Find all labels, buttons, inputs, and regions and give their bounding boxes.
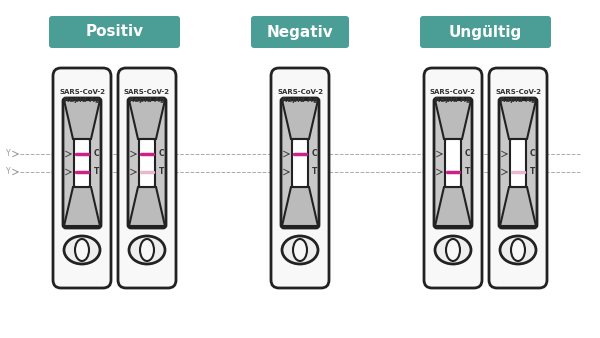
FancyBboxPatch shape [53, 68, 111, 288]
FancyBboxPatch shape [292, 139, 308, 187]
Text: Y: Y [5, 168, 10, 176]
Polygon shape [500, 187, 536, 226]
FancyBboxPatch shape [445, 139, 461, 187]
Text: C: C [94, 149, 100, 159]
FancyBboxPatch shape [271, 68, 329, 288]
Text: Y: Y [5, 149, 10, 159]
Text: Ungültig: Ungültig [449, 24, 522, 40]
Ellipse shape [446, 239, 460, 261]
Text: T: T [159, 168, 164, 176]
Text: SARS-CoV-2
Rapid Ag: SARS-CoV-2 Rapid Ag [495, 89, 541, 103]
Text: SARS-CoV-2
Rapid Ag: SARS-CoV-2 Rapid Ag [59, 89, 105, 103]
Ellipse shape [435, 236, 471, 264]
Ellipse shape [75, 239, 89, 261]
Text: Negativ: Negativ [266, 24, 334, 40]
FancyBboxPatch shape [499, 98, 537, 228]
Polygon shape [435, 187, 471, 226]
FancyBboxPatch shape [420, 16, 551, 48]
Ellipse shape [140, 239, 154, 261]
Text: T: T [465, 168, 470, 176]
Ellipse shape [282, 236, 318, 264]
FancyBboxPatch shape [281, 98, 319, 228]
Text: C: C [530, 149, 536, 159]
Ellipse shape [129, 236, 165, 264]
Text: T: T [312, 168, 317, 176]
Ellipse shape [64, 236, 100, 264]
FancyBboxPatch shape [49, 16, 180, 48]
FancyBboxPatch shape [434, 98, 472, 228]
FancyBboxPatch shape [489, 68, 547, 288]
FancyBboxPatch shape [118, 68, 176, 288]
Text: T: T [530, 168, 535, 176]
Ellipse shape [511, 239, 525, 261]
Text: Positiv: Positiv [85, 24, 143, 40]
Polygon shape [282, 100, 318, 139]
Text: C: C [312, 149, 317, 159]
Text: SARS-CoV-2
Rapid Ag: SARS-CoV-2 Rapid Ag [430, 89, 476, 103]
Text: C: C [159, 149, 164, 159]
FancyBboxPatch shape [424, 68, 482, 288]
FancyBboxPatch shape [510, 139, 526, 187]
Ellipse shape [293, 239, 307, 261]
Text: T: T [94, 168, 100, 176]
Text: SARS-CoV-2
Rapid Ag: SARS-CoV-2 Rapid Ag [124, 89, 170, 103]
Polygon shape [282, 187, 318, 226]
Polygon shape [435, 100, 471, 139]
FancyBboxPatch shape [74, 139, 90, 187]
Text: C: C [465, 149, 470, 159]
Ellipse shape [500, 236, 536, 264]
FancyBboxPatch shape [251, 16, 349, 48]
Polygon shape [64, 187, 100, 226]
Polygon shape [500, 100, 536, 139]
Polygon shape [129, 100, 165, 139]
Text: SARS-CoV-2
Rapid Ag: SARS-CoV-2 Rapid Ag [277, 89, 323, 103]
Polygon shape [129, 187, 165, 226]
FancyBboxPatch shape [128, 98, 166, 228]
FancyBboxPatch shape [139, 139, 155, 187]
Polygon shape [64, 100, 100, 139]
FancyBboxPatch shape [63, 98, 101, 228]
